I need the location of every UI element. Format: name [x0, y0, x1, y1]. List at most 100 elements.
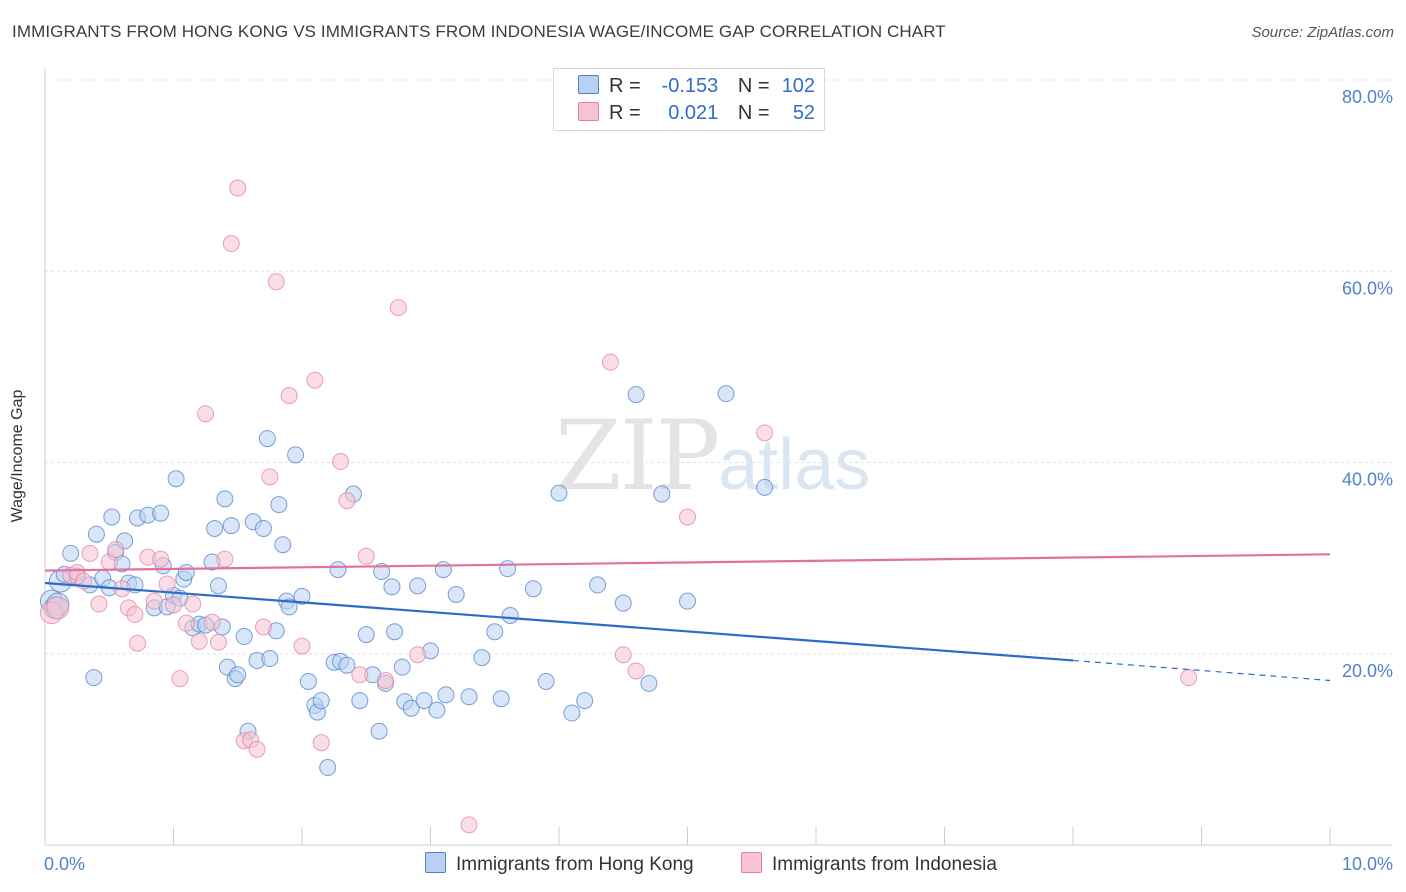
point-indonesia — [756, 424, 774, 442]
bottom-legend-indonesia: Immigrants from Indonesia — [741, 852, 997, 876]
legend-n-label: N = — [737, 102, 770, 124]
point-hong-kong — [206, 519, 224, 537]
point-hong-kong — [222, 517, 240, 535]
point-hong-kong — [717, 385, 735, 403]
point-hong-kong — [756, 478, 774, 496]
bottom-legend-hong-kong: Immigrants from Hong Kong — [425, 852, 694, 876]
point-hong-kong — [319, 759, 337, 777]
point-hong-kong — [235, 628, 253, 646]
point-indonesia — [145, 592, 163, 610]
point-indonesia — [81, 544, 99, 562]
point-hong-kong — [312, 692, 330, 710]
watermark-zip: ZIP — [555, 400, 720, 512]
point-hong-kong — [258, 430, 276, 448]
point-hong-kong — [293, 587, 311, 605]
chart-title: IMMIGRANTS FROM HONG KONG VS IMMIGRANTS … — [12, 22, 946, 41]
legend-r-value: 0.021 — [668, 102, 719, 124]
point-indonesia — [280, 387, 298, 405]
point-hong-kong — [492, 690, 510, 708]
point-hong-kong — [329, 561, 347, 579]
point-indonesia — [90, 595, 108, 613]
trend-line-hong-kong-extension — [1072, 659, 1331, 682]
point-hong-kong — [614, 594, 632, 612]
point-hong-kong — [62, 544, 80, 562]
point-indonesia — [351, 666, 369, 684]
point-hong-kong — [486, 623, 504, 641]
point-indonesia — [614, 646, 632, 664]
point-hong-kong — [216, 490, 234, 508]
x-tick-label-min: 0.0% — [44, 854, 85, 874]
y-tick-label: 40.0% — [1342, 470, 1393, 490]
legend-r-label: R = — [609, 75, 641, 97]
point-hong-kong — [351, 692, 369, 710]
point-indonesia — [126, 606, 144, 624]
point-hong-kong — [280, 598, 298, 616]
source-label: Source: ZipAtlas.com — [1251, 24, 1394, 41]
point-indonesia — [357, 547, 375, 565]
axes — [44, 68, 1392, 846]
point-hong-kong — [152, 504, 170, 522]
y-tick-label: 60.0% — [1342, 278, 1393, 298]
point-indonesia — [377, 672, 395, 690]
point-hong-kong — [103, 508, 121, 526]
point-indonesia — [229, 179, 247, 197]
point-indonesia — [389, 299, 407, 317]
bottom-legend-swatch-indonesia — [741, 852, 762, 873]
point-indonesia — [216, 550, 234, 568]
trend-lines — [44, 553, 1331, 682]
bottom-legend-label-indonesia: Immigrants from Indonesia — [772, 854, 997, 875]
point-hong-kong — [386, 623, 404, 641]
point-indonesia — [293, 637, 311, 655]
correlation-legend: R = -0.153 N = 102 R = 0.021 N = 52 — [553, 68, 825, 131]
point-hong-kong — [393, 658, 411, 676]
point-hong-kong — [357, 626, 375, 644]
legend-r-label: R = — [609, 102, 641, 124]
point-indonesia — [197, 405, 215, 423]
point-hong-kong — [299, 672, 317, 690]
point-indonesia — [306, 371, 324, 389]
point-indonesia — [171, 670, 189, 688]
point-hong-kong — [402, 699, 420, 717]
point-hong-kong — [460, 688, 478, 706]
point-hong-kong — [274, 536, 292, 554]
point-indonesia — [601, 353, 619, 371]
point-indonesia — [261, 468, 279, 486]
point-hong-kong — [550, 484, 568, 502]
point-hong-kong — [287, 446, 305, 464]
data-points — [39, 179, 1198, 834]
bottom-legend-swatch-hong-kong — [425, 852, 446, 873]
point-hong-kong — [338, 656, 356, 674]
y-tick-label: 80.0% — [1342, 87, 1393, 107]
point-indonesia — [203, 613, 221, 631]
trend-line-indonesia — [44, 553, 1331, 572]
y-tick-label: 20.0% — [1342, 661, 1393, 681]
point-indonesia — [679, 508, 696, 526]
point-hong-kong — [501, 607, 519, 624]
point-hong-kong — [383, 578, 401, 596]
bottom-legend-label-hong-kong: Immigrants from Hong Kong — [456, 854, 694, 875]
point-hong-kong — [524, 580, 542, 598]
point-hong-kong — [409, 577, 427, 595]
point-hong-kong — [261, 650, 279, 668]
point-hong-kong — [209, 577, 227, 595]
point-hong-kong — [473, 649, 491, 667]
point-hong-kong — [85, 669, 103, 687]
point-hong-kong — [640, 674, 658, 692]
point-hong-kong — [177, 563, 195, 581]
point-indonesia — [222, 235, 240, 253]
point-hong-kong — [499, 560, 517, 578]
point-hong-kong — [373, 563, 391, 581]
point-hong-kong — [229, 666, 247, 684]
point-hong-kong — [589, 576, 607, 594]
point-indonesia — [158, 575, 176, 593]
point-hong-kong — [87, 525, 105, 543]
point-hong-kong — [679, 592, 696, 610]
point-indonesia — [190, 632, 208, 650]
watermark-atlas: atlas — [718, 425, 871, 505]
point-indonesia — [107, 541, 125, 559]
y-axis-label: Wage/Income Gap — [9, 389, 26, 523]
point-hong-kong — [563, 704, 581, 722]
point-indonesia — [184, 595, 202, 613]
point-hong-kong — [653, 485, 671, 503]
